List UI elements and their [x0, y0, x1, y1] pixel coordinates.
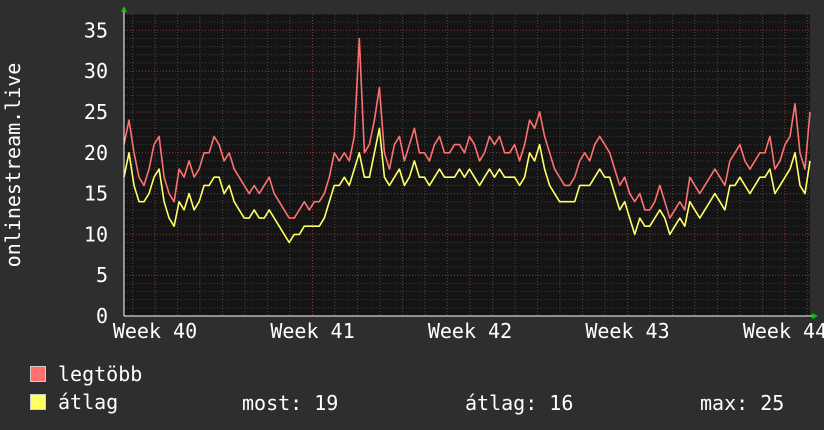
y-tick-label: 5: [96, 263, 108, 287]
y-tick-label: 25: [84, 100, 108, 124]
stat-max: max: 25: [700, 391, 785, 415]
legend-label-avg: átlag: [58, 390, 119, 414]
x-tick-label: Week 44: [743, 319, 824, 343]
x-tick-label: Week 41: [270, 319, 354, 343]
y-tick-label: 20: [84, 141, 108, 165]
series-line-atlag: [123, 127, 811, 244]
stat-now: most: 19: [242, 391, 339, 415]
series-line-legtobb: [123, 37, 811, 219]
y-tick-label: 10: [84, 222, 108, 246]
y-tick-label: 35: [84, 18, 108, 42]
x-tick-label: Week 42: [428, 319, 512, 343]
y-axis-label: onlinestream.live: [1, 63, 25, 268]
plot-area: [124, 14, 810, 316]
y-axis-arrow: [121, 6, 127, 12]
legend-item-max: legtöbb: [30, 362, 143, 386]
legend-swatch-avg: [30, 394, 46, 410]
x-tick-label: Week 40: [113, 319, 197, 343]
y-tick-label: 0: [96, 304, 108, 328]
y-tick-label: 30: [84, 59, 108, 83]
legend-swatch-max: [30, 366, 46, 382]
y-tick-label: 15: [84, 182, 108, 206]
legend-label-max: legtöbb: [58, 362, 143, 386]
legend-item-avg: átlag: [30, 390, 119, 414]
axes: 0 5 10 15 20 25 30 35 Week 40 Week 41 Week 42 Week …: [84, 6, 824, 343]
stat-average: átlag: 16: [465, 391, 574, 415]
series-layer: [123, 37, 811, 244]
x-axis-arrow: [812, 313, 818, 319]
x-tick-label: Week 43: [585, 319, 669, 343]
